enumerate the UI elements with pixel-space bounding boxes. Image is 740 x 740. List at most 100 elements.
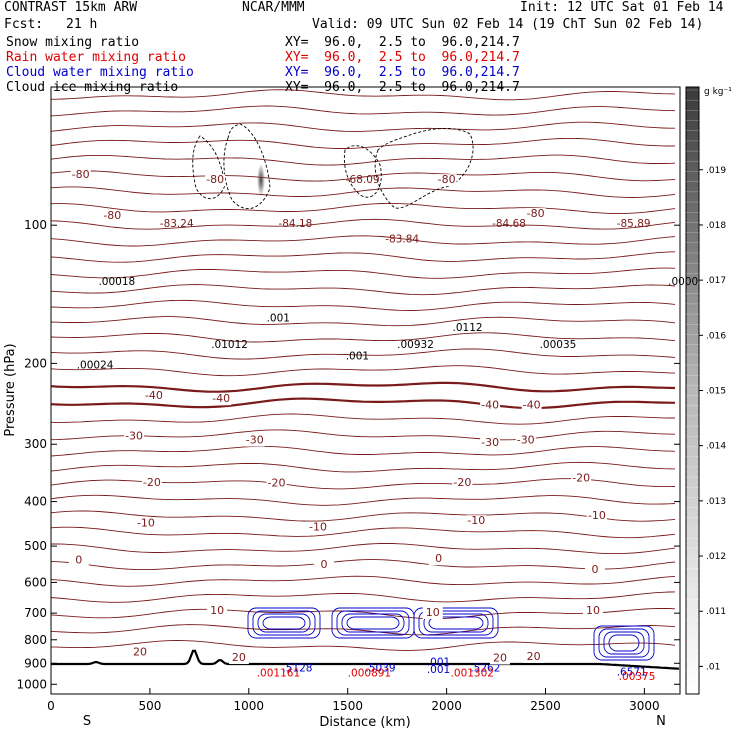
contour-label-bg (490, 652, 511, 665)
temperature-contour (50, 381, 676, 393)
colorbar-units: g kg⁻¹ (704, 87, 732, 97)
temperature-contour (50, 559, 676, 571)
temperature-contour (50, 429, 676, 441)
contour-label: -30 (517, 434, 535, 447)
contour-label: -40 (145, 389, 163, 402)
contour-label: -40 (212, 392, 230, 405)
contour-label: -80 (527, 207, 545, 220)
contour-label: 20 (133, 646, 147, 659)
contour-label-bg (68, 554, 89, 567)
contour-label: 10 (426, 606, 440, 619)
cloud-ice-contours (192, 123, 474, 210)
x-tick-label: 0 (47, 699, 55, 713)
cloud-water-contour (428, 616, 484, 630)
contour-label: -10 (137, 516, 155, 529)
extremum-label: .5039 (366, 663, 396, 675)
temperature-contour (50, 640, 676, 651)
field-name-cloud-water: Cloud water mixing ratio (6, 65, 194, 80)
temperature-contour (50, 235, 676, 247)
temperature-contour (50, 121, 675, 132)
contour-label: 0 (591, 563, 598, 576)
contour-label: -10 (588, 509, 606, 522)
contour-label-bg (207, 605, 228, 618)
y-tick-label: 400 (24, 495, 47, 509)
contour-label: -20 (572, 472, 590, 485)
extrema-labels: -83.24 -84.18 -68.09 -83.84 -84.68 -85.89 .000… (77, 174, 698, 683)
contour-label-bg (308, 521, 329, 534)
temperature-contour (50, 202, 676, 215)
temperature-contour (50, 348, 676, 360)
contour-label-bg (228, 652, 249, 665)
x-tick-label: 500 (138, 699, 161, 713)
y-tick-label: 200 (24, 356, 47, 370)
extremum-label: -83.24 (160, 218, 194, 230)
colorbar-tick-label: .012 (706, 552, 726, 562)
field-xy-rain: XY= 96.0, 2.5 to 96.0,214.7 (285, 50, 520, 65)
end-label-north: N (656, 714, 666, 729)
contour-label-bg (422, 606, 443, 619)
field-xy-cloud-water: XY= 96.0, 2.5 to 96.0,214.7 (285, 65, 520, 80)
cloud-water-contour (341, 613, 405, 633)
cloud-water-contour (262, 616, 306, 630)
contour-label-bg (571, 472, 592, 485)
contour-label: 0 (75, 554, 82, 567)
temperature-contour (50, 608, 676, 620)
contour-label: -80 (438, 173, 456, 186)
y-tick-label: 800 (24, 633, 47, 647)
contour-label: -30 (125, 430, 143, 443)
cloud-water-contour (593, 625, 655, 661)
contour-label: -30 (246, 434, 264, 447)
temperature-contour (50, 218, 676, 230)
contour-label: 20 (232, 651, 246, 664)
contour-label: 20 (493, 651, 507, 664)
x-tick-label: 3000 (629, 699, 660, 713)
cloud-water-contour (598, 628, 650, 658)
temperature-contours (50, 89, 676, 651)
extremum-label: .5128 (282, 663, 312, 675)
model-title: CONTRAST 15km ARW (4, 0, 138, 15)
field-name-snow: Snow mixing ratio (6, 35, 140, 50)
y-tick-label: 500 (24, 539, 47, 553)
temperature-contour (51, 542, 676, 555)
y-tick-label: 100 (24, 218, 47, 232)
terrain-surface (51, 649, 680, 670)
temperature-contour (50, 445, 676, 457)
contour-label-bg (521, 399, 542, 412)
extremum-label: .001 (267, 312, 290, 324)
end-label-south: S (83, 714, 91, 729)
extremum-label: .00024 (77, 359, 114, 371)
contour-label: -10 (309, 521, 327, 534)
colorbar-tick-label: .016 (706, 331, 726, 341)
contour-label-bg (244, 434, 265, 447)
extremum-label: .000891 (348, 668, 391, 680)
colorbar: g kg⁻¹ .01 .011 .012 .013 .014 .015 .016 .017 .0… (685, 86, 732, 695)
contour-label: -20 (453, 476, 471, 489)
cloud-water-contour (252, 610, 316, 636)
extremum-label: -84.68 (492, 218, 526, 230)
contour-label: 0 (320, 558, 327, 571)
colorbar-tick-label: .014 (706, 442, 726, 452)
cloud-ice-contour (192, 135, 226, 199)
contour-label: 0 (435, 552, 442, 565)
contour-label-bg (102, 210, 123, 223)
extremum-label: .0112 (453, 322, 483, 334)
x-tick-label: 2500 (530, 699, 561, 713)
temperature-contour (50, 186, 676, 198)
colorbar-tick-label: .019 (706, 166, 726, 176)
y-tick-label: 300 (24, 437, 47, 451)
temperature-contour (50, 105, 676, 117)
contour-label-bg (211, 393, 232, 406)
contour-label-bg (525, 208, 546, 221)
temperature-contour (50, 89, 676, 101)
contour-label: -20 (268, 477, 286, 490)
contour-label-bg (582, 605, 603, 618)
forecast-hours: 21 h (66, 17, 98, 32)
cloud-water-contour (423, 613, 489, 633)
cloud-ice-contour (343, 145, 382, 198)
cloud-water-contour (336, 610, 410, 636)
contour-label: -40 (523, 399, 541, 412)
contour-label-bg (436, 174, 457, 187)
cloud-water-contour (418, 610, 494, 636)
